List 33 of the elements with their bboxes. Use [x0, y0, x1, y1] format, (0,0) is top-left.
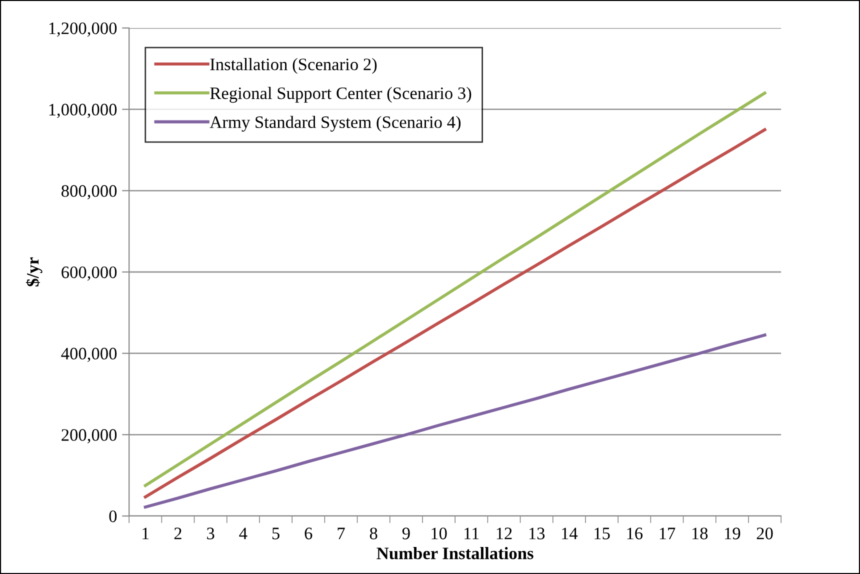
y-tick-label: 200,000: [62, 429, 117, 444]
y-tick-label: 1,200,000: [49, 22, 117, 37]
x-tick-label: 10: [432, 528, 447, 540]
y-tick-label: 1,000,000: [49, 104, 117, 118]
x-tick-label: 16: [627, 528, 643, 540]
line-series: [144, 334, 766, 509]
x-tick-label: 18: [692, 528, 708, 540]
x-tick-label: 3: [207, 528, 214, 540]
x-tick-label: 2: [174, 528, 182, 540]
y-tick-label: 400,000: [61, 348, 117, 362]
x-axis-title: Number Installations: [376, 547, 534, 560]
x-tick-label: 17: [660, 528, 676, 540]
x-tick-label: 1: [142, 528, 149, 540]
x-tick-label: 15: [594, 528, 610, 540]
x-tick-label: 20: [756, 528, 773, 540]
x-tick-label: 7: [338, 528, 345, 540]
legend-label: Army Standard System (Scenario 4): [210, 116, 461, 132]
y-tick-label: 800,000: [62, 185, 117, 200]
x-tick-label: 11: [464, 528, 479, 540]
y-tick-label: 600,000: [62, 266, 117, 281]
x-tick-label: 14: [562, 528, 578, 540]
x-tick-label: 12: [496, 528, 512, 540]
legend-label: Installation (Scenario 2): [210, 58, 377, 74]
x-tick-label: 5: [272, 528, 280, 540]
x-tick-label: 8: [370, 528, 378, 540]
x-tick-label: 9: [402, 528, 410, 540]
y-axis-title: $/yr: [26, 257, 42, 286]
x-tick-label: 13: [529, 528, 545, 540]
y-tick-label: 0: [109, 510, 117, 522]
legend-label: Regional Support Center (Scenario 3): [210, 86, 472, 103]
x-tick-label: 6: [304, 528, 312, 540]
x-tick-label: 4: [239, 528, 248, 540]
x-tick-label: 19: [725, 528, 740, 540]
